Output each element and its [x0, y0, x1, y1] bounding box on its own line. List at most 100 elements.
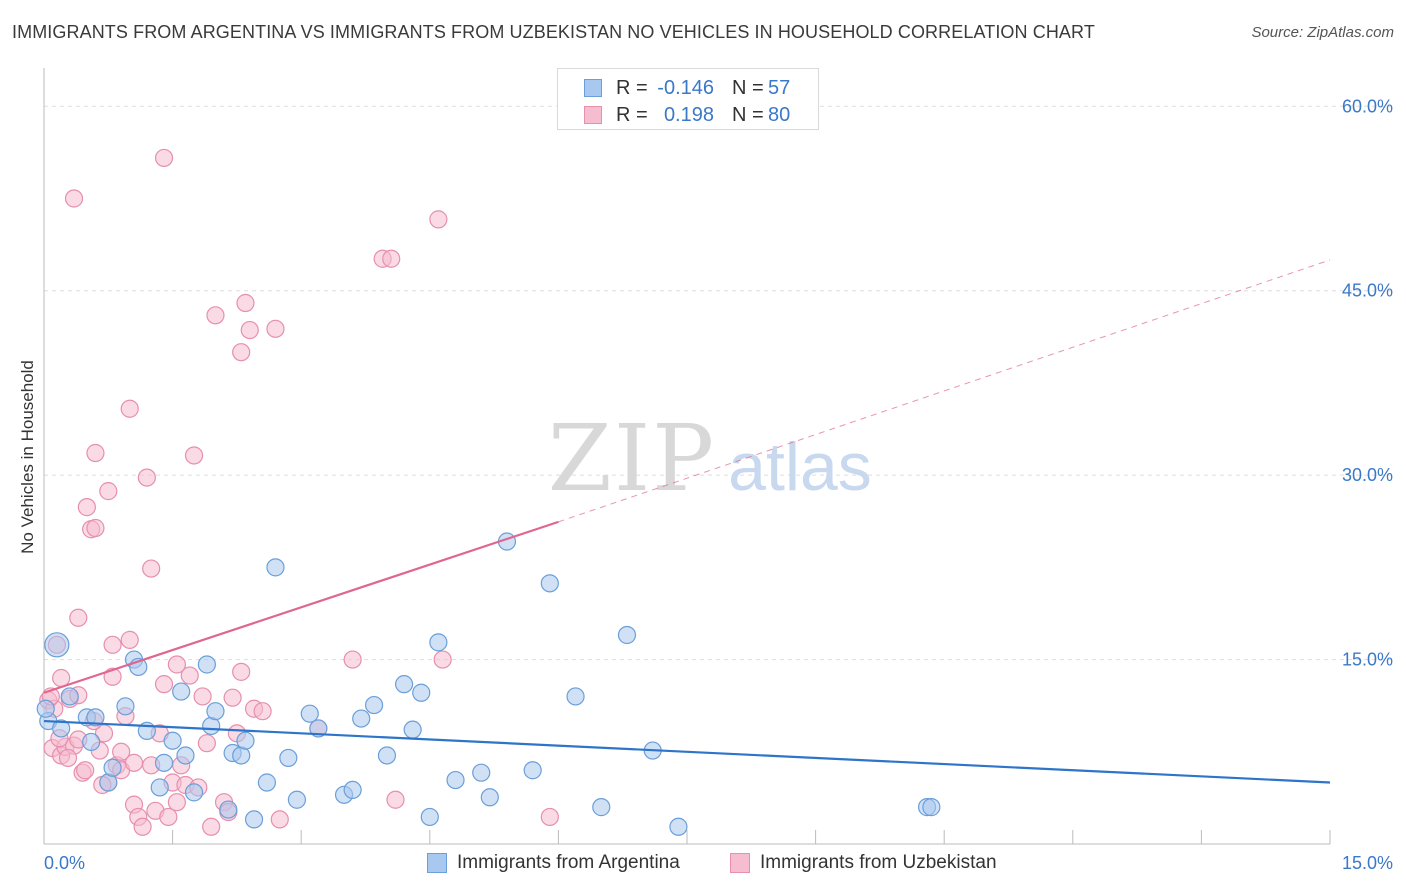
- argentina-point: [257, 773, 277, 792]
- uzbekistan-point: [159, 807, 178, 827]
- argentina-point: [86, 708, 105, 727]
- uzbekistan-point: [120, 399, 139, 418]
- r-label: R =: [616, 77, 648, 99]
- uzbekistan-point: [270, 810, 289, 829]
- watermark: ZIP atlas: [548, 405, 872, 512]
- uzbekistan-point: [86, 443, 105, 463]
- uzbekistan-point: [120, 630, 139, 649]
- argentina-point: [540, 574, 559, 593]
- argentina-point: [52, 719, 71, 738]
- uzbekistan-point: [142, 559, 161, 578]
- uzbekistan-point: [236, 293, 255, 313]
- uzbekistan-point: [137, 468, 156, 487]
- y-tick-label: 60.0%: [1342, 96, 1393, 116]
- chart-title: IMMIGRANTS FROM ARGENTINA VS IMMIGRANTS …: [12, 22, 1095, 42]
- tick-labels: 15.0% 30.0% 45.0% 60.0% 0.0% 15.0%: [44, 96, 1393, 873]
- argentina-point: [116, 697, 135, 716]
- r-value: 0.198: [663, 104, 714, 126]
- uzbekistan-point: [197, 734, 216, 753]
- uzbekistan-point: [266, 319, 285, 338]
- argentina-point: [172, 682, 191, 701]
- argentina-point: [412, 683, 431, 702]
- uzbekistan-point: [343, 650, 362, 669]
- argentina-point: [44, 632, 70, 658]
- uzbekistan-trend-extension: [558, 259, 1331, 523]
- data-points: [36, 148, 941, 836]
- argentina-point: [176, 746, 195, 765]
- argentina-point: [279, 748, 298, 768]
- x-tick-label: 15.0%: [1342, 853, 1393, 873]
- argentina-point: [922, 798, 941, 817]
- uzbekistan-trend-line: [43, 520, 559, 694]
- uzbekistan-legend-swatch: [730, 853, 750, 873]
- y-tick-label: 30.0%: [1342, 465, 1393, 485]
- uzbekistan-point: [184, 446, 204, 465]
- uzbekistan-point: [64, 189, 84, 208]
- argentina-point: [184, 783, 204, 802]
- argentina-swatch: [584, 79, 602, 97]
- gridlines: [44, 105, 1393, 661]
- argentina-point: [669, 817, 688, 836]
- n-value: 80: [768, 104, 791, 126]
- argentina-point: [206, 702, 225, 721]
- argentina-point: [300, 704, 319, 723]
- uzbekistan-point: [223, 688, 242, 707]
- uzbekistan-point: [180, 666, 199, 685]
- uzbekistan-swatch: [584, 106, 602, 124]
- uzbekistan-point: [133, 817, 152, 836]
- uzbekistan-point: [58, 748, 78, 768]
- argentina-point: [420, 807, 439, 827]
- argentina-point: [480, 788, 499, 807]
- legend-row-argentina: R = -0.146 N = 57: [558, 75, 818, 101]
- y-tick-label: 45.0%: [1342, 281, 1393, 301]
- argentina-point: [154, 753, 174, 772]
- argentina-point: [103, 758, 122, 777]
- argentina-point: [352, 709, 371, 728]
- watermark-zip: ZIP: [548, 405, 716, 512]
- argentina-point: [592, 798, 611, 817]
- uzbekistan-point: [69, 608, 88, 627]
- argentina-point: [343, 780, 362, 800]
- uzbekistan-point: [429, 210, 448, 229]
- argentina-point: [266, 558, 285, 577]
- uzbekistan-legend-label: Immigrants from Uzbekistan: [760, 852, 997, 873]
- argentina-point: [429, 633, 448, 652]
- argentina-point: [244, 810, 264, 829]
- uzbekistan-point: [76, 761, 95, 780]
- argentina-point: [36, 699, 55, 718]
- uzbekistan-point: [386, 790, 405, 809]
- uzbekistan-point: [433, 650, 452, 669]
- uzbekistan-point: [540, 807, 559, 827]
- legend-row-uzbekistan: R = 0.198 N = 80: [558, 102, 818, 128]
- r-value: -0.146: [657, 77, 714, 99]
- uzbekistan-point: [232, 343, 251, 362]
- source-credit: Source: ZipAtlas.com: [1251, 24, 1394, 41]
- argentina-point: [617, 625, 637, 645]
- uzbekistan-point: [167, 655, 186, 674]
- n-label: N =: [732, 77, 764, 99]
- argentina-point: [446, 770, 465, 790]
- uzbekistan-point: [112, 742, 131, 761]
- uzbekistan-point: [253, 702, 272, 721]
- argentina-point: [364, 695, 384, 715]
- argentina-point: [60, 687, 79, 706]
- argentina-trend-line: [43, 719, 1331, 784]
- argentina-point: [197, 655, 216, 674]
- argentina-point: [287, 790, 307, 809]
- argentina-legend-swatch: [427, 853, 447, 873]
- r-label: R =: [616, 104, 648, 126]
- argentina-point: [219, 800, 238, 819]
- argentina-point: [394, 675, 414, 694]
- argentina-point: [309, 719, 328, 738]
- n-value: 57: [768, 77, 791, 99]
- uzbekistan-point: [99, 482, 118, 501]
- uzbekistan-point: [206, 306, 225, 325]
- uzbekistan-point: [167, 793, 186, 812]
- uzbekistan-point: [154, 148, 174, 168]
- y-tick-label: 15.0%: [1342, 650, 1393, 670]
- argentina-legend-label: Immigrants from Argentina: [457, 852, 680, 873]
- uzbekistan-point: [202, 817, 221, 836]
- x-tick-label: 0.0%: [44, 853, 85, 873]
- uzbekistan-point: [232, 662, 251, 681]
- uzbekistan-point: [240, 320, 259, 340]
